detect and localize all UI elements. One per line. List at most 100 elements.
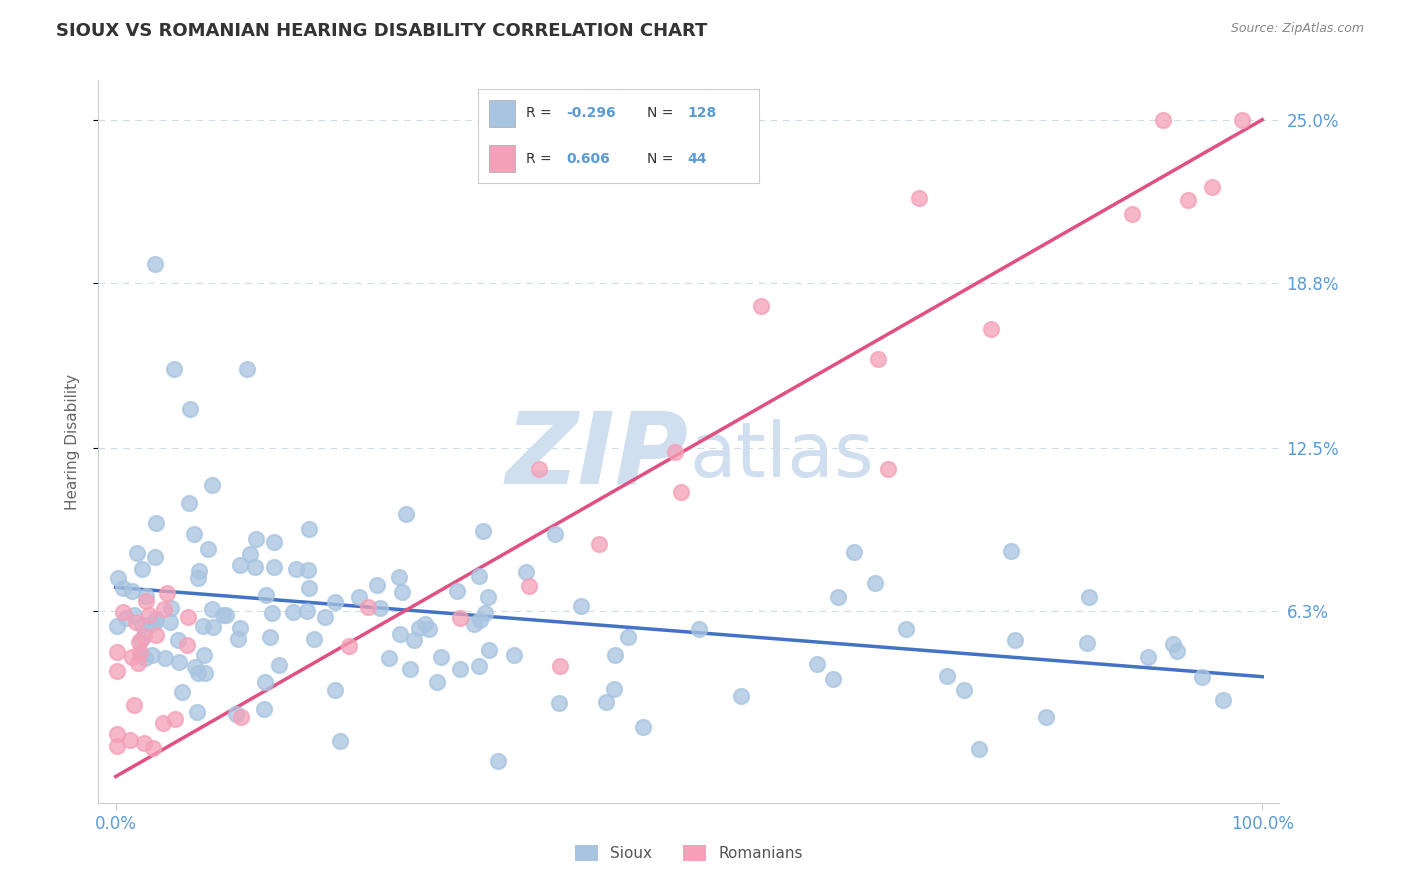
Text: Source: ZipAtlas.com: Source: ZipAtlas.com bbox=[1230, 22, 1364, 36]
Text: N =: N = bbox=[647, 106, 678, 120]
Point bbox=[245, 532, 267, 546]
Point bbox=[254, 588, 277, 602]
Point bbox=[188, 565, 211, 579]
Text: R =: R = bbox=[526, 152, 555, 166]
Point bbox=[314, 610, 336, 624]
Point bbox=[842, 545, 865, 559]
Point bbox=[515, 566, 537, 580]
Point bbox=[529, 462, 551, 476]
Y-axis label: Hearing Disability: Hearing Disability bbox=[65, 374, 80, 509]
Point bbox=[449, 662, 471, 676]
Point bbox=[128, 635, 150, 649]
Text: atlas: atlas bbox=[689, 419, 873, 493]
Point bbox=[388, 627, 411, 641]
Point bbox=[298, 523, 321, 537]
Point bbox=[127, 657, 149, 671]
Point bbox=[297, 604, 319, 618]
Point bbox=[183, 527, 205, 541]
Point bbox=[1136, 650, 1159, 665]
Point bbox=[388, 570, 411, 584]
Point bbox=[229, 621, 252, 635]
Point bbox=[302, 632, 325, 646]
Point bbox=[449, 611, 471, 625]
Point bbox=[631, 720, 654, 734]
Legend: Sioux, Romanians: Sioux, Romanians bbox=[569, 839, 808, 867]
Point bbox=[688, 622, 710, 636]
Point bbox=[229, 558, 252, 573]
Point bbox=[1000, 544, 1022, 558]
Point bbox=[156, 586, 179, 600]
Point bbox=[378, 651, 401, 665]
Point bbox=[664, 445, 686, 459]
Point bbox=[132, 736, 155, 750]
Point bbox=[285, 562, 308, 576]
Point bbox=[239, 547, 262, 561]
Point bbox=[143, 549, 166, 564]
Point bbox=[671, 484, 693, 499]
Point bbox=[152, 716, 174, 731]
Point bbox=[176, 638, 198, 652]
Point bbox=[588, 537, 610, 551]
Point bbox=[595, 695, 617, 709]
Point bbox=[125, 546, 148, 560]
Point bbox=[297, 581, 319, 595]
Point bbox=[517, 579, 540, 593]
Point bbox=[187, 666, 209, 681]
Point bbox=[323, 595, 346, 609]
Point bbox=[463, 617, 485, 632]
FancyBboxPatch shape bbox=[489, 145, 515, 171]
Point bbox=[1177, 193, 1199, 207]
Point bbox=[179, 401, 201, 416]
Point bbox=[129, 648, 152, 663]
Point bbox=[193, 648, 215, 662]
Point bbox=[470, 613, 492, 627]
Point bbox=[471, 524, 494, 538]
Point bbox=[827, 590, 849, 604]
Point bbox=[105, 727, 128, 741]
Point bbox=[953, 682, 976, 697]
Point bbox=[1166, 644, 1188, 658]
Point bbox=[263, 560, 285, 574]
Point bbox=[430, 649, 453, 664]
Point bbox=[357, 599, 380, 614]
Point bbox=[1004, 633, 1026, 648]
Point bbox=[131, 562, 153, 576]
Point bbox=[404, 632, 426, 647]
Point bbox=[366, 578, 388, 592]
Point bbox=[408, 621, 430, 635]
Point bbox=[253, 702, 276, 716]
Point bbox=[399, 661, 422, 675]
Text: 0.606: 0.606 bbox=[567, 152, 610, 166]
Point bbox=[152, 601, 174, 615]
Point bbox=[107, 571, 129, 585]
Point bbox=[135, 594, 157, 608]
Point bbox=[122, 698, 145, 712]
Point bbox=[569, 599, 592, 613]
Point bbox=[145, 627, 167, 641]
Point bbox=[145, 612, 167, 626]
Point bbox=[138, 607, 160, 622]
Point bbox=[329, 734, 352, 748]
Point bbox=[105, 665, 128, 679]
Text: 128: 128 bbox=[688, 106, 717, 120]
Point bbox=[486, 754, 509, 768]
Point bbox=[118, 733, 141, 747]
Text: SIOUX VS ROMANIAN HEARING DISABILITY CORRELATION CHART: SIOUX VS ROMANIAN HEARING DISABILITY COR… bbox=[56, 22, 707, 40]
Point bbox=[132, 629, 155, 643]
Point bbox=[1161, 637, 1184, 651]
Point bbox=[125, 615, 148, 629]
Point bbox=[547, 696, 569, 710]
Point bbox=[211, 608, 233, 623]
Text: 44: 44 bbox=[688, 152, 707, 166]
Point bbox=[894, 622, 917, 636]
Point bbox=[143, 257, 166, 271]
Point bbox=[141, 616, 163, 631]
Point bbox=[135, 589, 157, 603]
Point bbox=[349, 591, 371, 605]
Point bbox=[143, 615, 166, 629]
Point bbox=[339, 640, 361, 654]
Point bbox=[297, 563, 319, 577]
Point bbox=[413, 617, 436, 632]
Point bbox=[111, 581, 134, 595]
Point bbox=[543, 527, 565, 541]
